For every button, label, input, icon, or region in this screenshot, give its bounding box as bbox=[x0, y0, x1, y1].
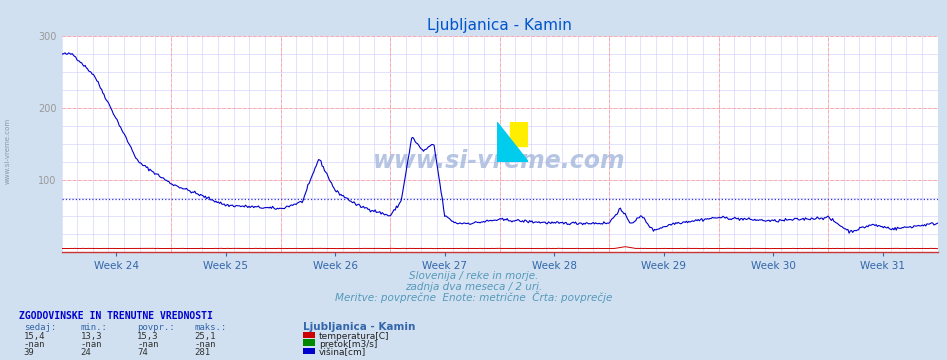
Text: 25,1: 25,1 bbox=[194, 332, 216, 341]
Text: 74: 74 bbox=[137, 348, 148, 357]
Text: -nan: -nan bbox=[24, 340, 45, 349]
Text: Ljubljanica - Kamin: Ljubljanica - Kamin bbox=[303, 323, 416, 333]
Text: pretok[m3/s]: pretok[m3/s] bbox=[319, 340, 378, 349]
Text: ZGODOVINSKE IN TRENUTNE VREDNOSTI: ZGODOVINSKE IN TRENUTNE VREDNOSTI bbox=[19, 311, 213, 321]
Text: zadnja dva meseca / 2 uri.: zadnja dva meseca / 2 uri. bbox=[405, 282, 542, 292]
Text: maks.:: maks.: bbox=[194, 324, 226, 333]
Polygon shape bbox=[497, 122, 528, 162]
Text: -nan: -nan bbox=[137, 340, 159, 349]
Text: 281: 281 bbox=[194, 348, 210, 357]
Text: Meritve: povprečne  Enote: metrične  Črta: povprečje: Meritve: povprečne Enote: metrične Črta:… bbox=[335, 291, 612, 303]
Text: 39: 39 bbox=[24, 348, 34, 357]
Text: 24: 24 bbox=[80, 348, 91, 357]
Text: temperatura[C]: temperatura[C] bbox=[319, 332, 389, 341]
Text: povpr.:: povpr.: bbox=[137, 324, 175, 333]
Text: -nan: -nan bbox=[80, 340, 102, 349]
Text: višina[cm]: višina[cm] bbox=[319, 348, 366, 357]
Text: www.si-vreme.com: www.si-vreme.com bbox=[5, 118, 10, 184]
Bar bbox=[509, 122, 528, 146]
Text: 13,3: 13,3 bbox=[80, 332, 102, 341]
Text: 15,3: 15,3 bbox=[137, 332, 159, 341]
Text: 15,4: 15,4 bbox=[24, 332, 45, 341]
Text: min.:: min.: bbox=[80, 324, 107, 333]
Text: sedaj:: sedaj: bbox=[24, 324, 56, 333]
Text: -nan: -nan bbox=[194, 340, 216, 349]
Text: www.si-vreme.com: www.si-vreme.com bbox=[373, 149, 626, 173]
Text: Slovenija / reke in morje.: Slovenija / reke in morje. bbox=[409, 271, 538, 281]
Title: Ljubljanica - Kamin: Ljubljanica - Kamin bbox=[427, 18, 572, 33]
